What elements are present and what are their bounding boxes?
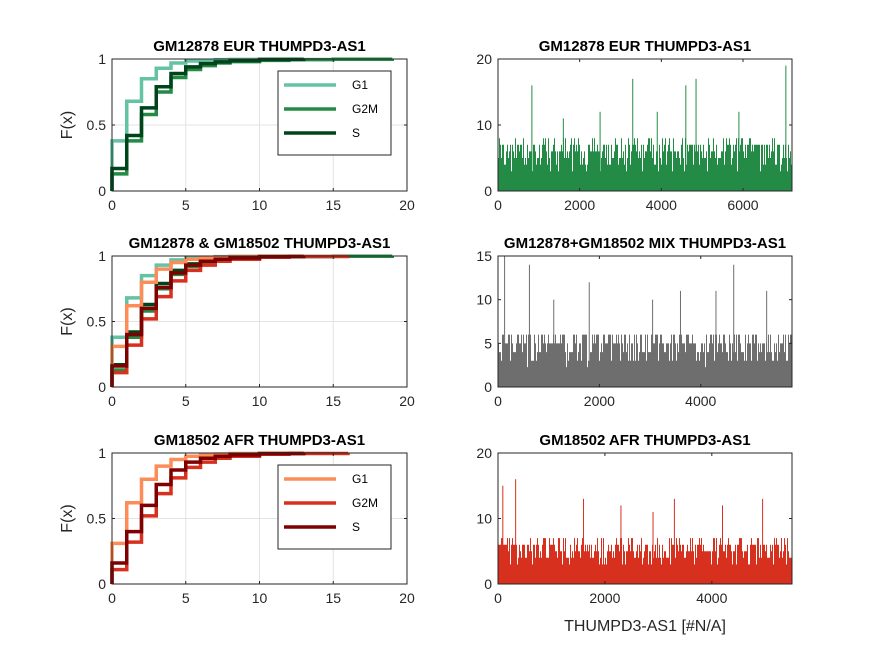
x-tick-label: 0 xyxy=(494,393,502,409)
y-tick-label: 10 xyxy=(476,511,492,527)
y-axis-label: F(x) xyxy=(59,307,76,335)
axes-box xyxy=(497,255,793,388)
x-tick-label: 20 xyxy=(399,590,415,606)
y-tick-label: 0 xyxy=(98,379,106,395)
bar-panel-p6: 0 2000 4000 0 10 20 GM18502 AFR THUMPD3-AS1 xyxy=(476,432,793,606)
legend-label: S xyxy=(352,126,360,140)
panel-title: GM12878 & GM18502 THUMPD3-AS1 xyxy=(129,235,391,252)
panel-title: GM18502 AFR THUMPD3-AS1 xyxy=(539,432,750,449)
x-tick-label: 2000 xyxy=(589,590,620,606)
x-tick-label: 5 xyxy=(182,393,190,409)
legend-label: G2M xyxy=(352,102,378,116)
legend-label: S xyxy=(352,520,360,534)
y-tick-label: 1 xyxy=(98,248,106,264)
legend-label: G2M xyxy=(352,496,378,510)
panel-title: GM12878+GM18502 MIX THUMPD3-AS1 xyxy=(504,235,786,252)
y-tick-label: 0.5 xyxy=(87,117,107,133)
series-group xyxy=(110,451,350,584)
y-tick-label: 0.5 xyxy=(87,511,107,527)
panel-title: GM12878 EUR THUMPD3-AS1 xyxy=(539,38,752,55)
x-tick-label: 4000 xyxy=(696,590,727,606)
y-tick-label: 0 xyxy=(484,379,492,395)
bar-panel-p4: 0 2000 4000 0 5 10 15 GM12878+GM18502 MIX THUMP… xyxy=(476,235,793,409)
x-tick-label: 15 xyxy=(325,197,341,213)
y-tick-label: 20 xyxy=(476,445,492,461)
x-tick-label: 10 xyxy=(252,393,268,409)
x-tick-label: 5 xyxy=(182,197,190,213)
y-tick-label: 0 xyxy=(484,576,492,592)
y-tick-label: 20 xyxy=(476,51,492,67)
x-tick-label: 10 xyxy=(252,197,268,213)
y-tick-label: 10 xyxy=(476,117,492,133)
legend: G1 G2M S xyxy=(277,464,392,550)
y-axis-label: F(x) xyxy=(59,504,76,532)
y-tick-label: 0.5 xyxy=(87,314,107,330)
ecdf-series-line xyxy=(110,254,306,387)
legend-label: G1 xyxy=(352,78,368,92)
ecdf-panel-p5: 0 5 10 15 20 0 0.5 1 GM18502 AFR THUMPD3-AS1 F(x)… xyxy=(59,432,415,606)
bars-group xyxy=(498,65,792,191)
y-tick-label: 1 xyxy=(98,51,106,67)
bar-panel-p2: 0 2000 4000 6000 0 10 20 GM12878 EUR THUMPD3-AS… xyxy=(476,38,793,213)
panel-title: GM12878 EUR THUMPD3-AS1 xyxy=(153,38,366,55)
y-axis-label: F(x) xyxy=(59,111,76,139)
x-tick-label: 2000 xyxy=(584,393,615,409)
x-tick-label: 6000 xyxy=(727,197,758,213)
y-tick-label: 0 xyxy=(484,183,492,199)
ecdf-series-line xyxy=(110,57,306,191)
x-tick-label: 10 xyxy=(252,590,268,606)
shared-x-axis-label: THUMPD3-AS1 [#N/A] xyxy=(564,618,726,635)
x-tick-label: 0 xyxy=(494,590,502,606)
x-tick-label: 15 xyxy=(325,590,341,606)
x-tick-label: 4000 xyxy=(646,197,677,213)
x-tick-label: 0 xyxy=(108,197,116,213)
x-tick-label: 0 xyxy=(108,393,116,409)
bars-group xyxy=(498,256,792,387)
y-tick-label: 5 xyxy=(484,335,492,351)
x-tick-label: 5 xyxy=(182,590,190,606)
x-tick-label: 4000 xyxy=(685,393,716,409)
y-tick-label: 10 xyxy=(476,292,492,308)
x-tick-label: 0 xyxy=(494,197,502,213)
x-tick-label: 0 xyxy=(108,590,116,606)
x-tick-label: 2000 xyxy=(564,197,595,213)
y-tick-label: 0 xyxy=(98,183,106,199)
ecdf-series-line xyxy=(110,451,306,584)
y-tick-label: 15 xyxy=(476,248,492,264)
x-tick-label: 20 xyxy=(399,197,415,213)
panel-title: GM18502 AFR THUMPD3-AS1 xyxy=(154,432,365,449)
dense-bars xyxy=(498,538,792,584)
ecdf-panel-p3: 0 5 10 15 20 0 0.5 1 GM12878 & GM18502 THUMPD3-A… xyxy=(59,235,415,409)
legend: G1 G2M S xyxy=(277,70,392,156)
x-tick-label: 20 xyxy=(399,393,415,409)
legend-label: G1 xyxy=(352,472,368,486)
x-tick-label: 15 xyxy=(325,393,341,409)
y-tick-label: 1 xyxy=(98,445,106,461)
bars-group xyxy=(498,479,792,584)
ecdf-panel-p1: 0 5 10 15 20 0 0.5 1 GM12878 EUR THUMPD3-AS1 F(x)… xyxy=(59,38,415,213)
y-tick-label: 0 xyxy=(98,576,106,592)
